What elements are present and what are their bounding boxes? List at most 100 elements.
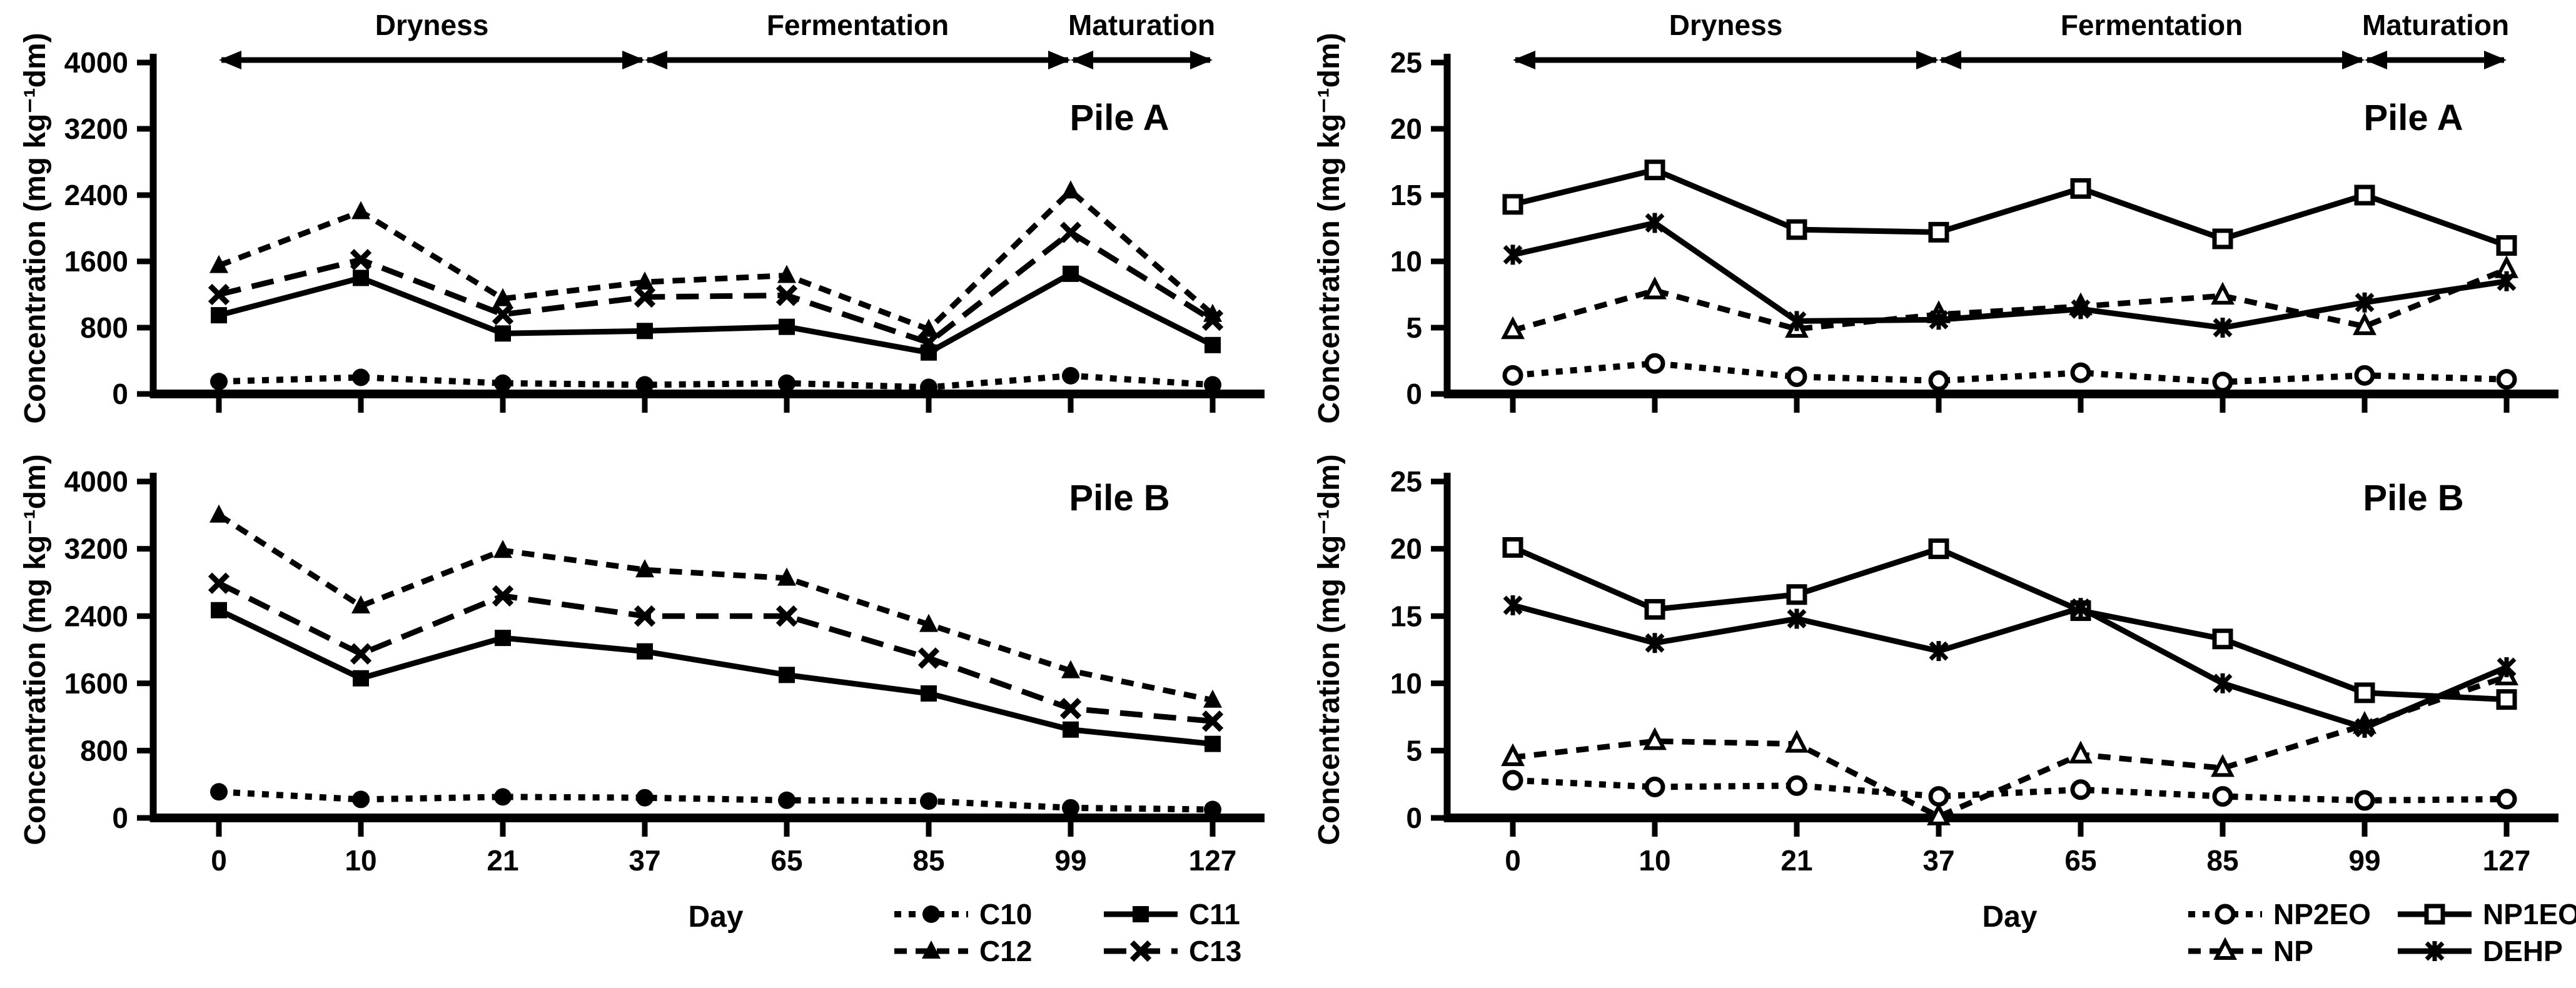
phase-arrowhead-icon bbox=[2342, 51, 2365, 69]
series-point-circle-filled bbox=[1204, 800, 1221, 819]
series-point-x bbox=[1059, 221, 1082, 243]
series-point-star bbox=[2497, 657, 2517, 677]
y-tick-label: 5 bbox=[1406, 311, 1422, 344]
series-point-square-filled bbox=[1063, 721, 1079, 738]
series-point-square-filled bbox=[495, 325, 511, 342]
series-point-triangle-filled bbox=[351, 201, 370, 219]
series-point-x bbox=[917, 647, 940, 669]
x-tick-label: 21 bbox=[1780, 844, 1812, 877]
series-point-x bbox=[208, 572, 230, 594]
phase-arrowhead-icon bbox=[1513, 51, 1535, 69]
series-point-star bbox=[1929, 310, 1949, 330]
series-point-circle-open bbox=[2354, 790, 2375, 811]
series-point-square-open bbox=[2070, 178, 2091, 199]
x-tick-label: 65 bbox=[2064, 844, 2096, 877]
series-point-star bbox=[2355, 717, 2375, 738]
x-tick-label: 99 bbox=[2348, 844, 2380, 877]
series-point-square-filled bbox=[211, 602, 227, 618]
series-point-circle-filled bbox=[636, 376, 654, 394]
series-point-star bbox=[1503, 244, 1523, 265]
series-point-square-filled bbox=[637, 643, 653, 660]
phase-arrowhead-icon bbox=[2365, 51, 2387, 69]
series-point-circle-filled bbox=[1062, 366, 1079, 385]
series-line-np1eo bbox=[1512, 545, 2507, 703]
y-tick-label: 800 bbox=[80, 311, 128, 344]
phase-dryness: Dryness bbox=[219, 9, 645, 69]
y-tick-label: 4000 bbox=[64, 465, 128, 498]
series-point-circle-filled bbox=[636, 789, 654, 807]
chart-surfactants-pile-b: 0 5 10 15 20 25 0 10 21 37 65 85 99 127 Pile B Concentr… bbox=[1313, 454, 2558, 877]
phase-maturation: Maturation bbox=[2362, 9, 2509, 69]
series-point-triangle-filled bbox=[493, 288, 512, 306]
surfactants-figure-footer: Day NP2EO NP1EO NP DEHP bbox=[1982, 898, 2576, 967]
series-point-triangle-filled bbox=[1061, 660, 1080, 678]
y-axis-title: Concentration (mg kg⁻¹dm) bbox=[19, 33, 52, 423]
series-line-c12 bbox=[217, 513, 1213, 703]
series-point-x bbox=[775, 605, 798, 627]
legend-item-c11: C11 bbox=[1104, 898, 1240, 930]
series-point-x bbox=[1129, 940, 1152, 962]
series-line-c11 bbox=[218, 607, 1213, 747]
series-point-square-filled bbox=[637, 323, 653, 340]
series-point-circle-open bbox=[2070, 362, 2091, 383]
y-tick-label: 0 bbox=[112, 802, 128, 834]
y-tick-label: 0 bbox=[1406, 378, 1422, 410]
legend-label: NP2EO bbox=[2273, 898, 2371, 930]
legend-item-dehp: DEHP bbox=[2398, 935, 2563, 967]
series-point-square-open bbox=[1644, 159, 1665, 181]
series-point-triangle-open bbox=[1643, 727, 1667, 750]
x-tick-label: 10 bbox=[1639, 844, 1670, 877]
phase-fermentation: Fermentation bbox=[1939, 9, 2365, 69]
y-tick-label: 20 bbox=[1390, 533, 1422, 565]
figure-surfactants: 0 5 10 15 20 25 Dryness Fermentation Maturation P… bbox=[1294, 0, 2576, 988]
series-point-star bbox=[2071, 299, 2091, 320]
phase-label: Fermentation bbox=[767, 9, 949, 41]
x-tick-label: 37 bbox=[629, 844, 660, 877]
x-tick-label: 37 bbox=[1922, 844, 1954, 877]
y-axis-title: Concentration (mg kg⁻¹dm) bbox=[1313, 454, 1346, 845]
x-tick-label: 127 bbox=[1189, 844, 1237, 877]
y-tick-label: 25 bbox=[1390, 465, 1422, 498]
series-point-triangle-filled bbox=[210, 255, 228, 273]
series-point-square-open bbox=[1928, 538, 1949, 560]
series-point-triangle-open bbox=[2069, 740, 2093, 764]
panel-title: Pile B bbox=[2363, 478, 2463, 518]
series-point-circle-filled bbox=[494, 788, 512, 806]
series-point-square-filled bbox=[353, 670, 369, 687]
series-point-square-filled bbox=[921, 685, 937, 702]
series-point-square-open bbox=[2496, 235, 2517, 256]
y-tick-label: 10 bbox=[1390, 667, 1422, 700]
series-point-circle-open bbox=[1644, 777, 1665, 798]
series-point-x bbox=[350, 249, 372, 271]
series-point-triangle-open bbox=[1785, 730, 1809, 753]
series-point-square-open bbox=[1502, 194, 1523, 215]
series-point-square-open bbox=[1644, 598, 1665, 620]
chart-alkanes-pile-a: 0 800 1600 2400 3200 4000 Dryness Fermentation M… bbox=[19, 9, 1265, 424]
series-point-circle-filled bbox=[922, 905, 940, 923]
series-point-circle-filled bbox=[1204, 376, 1221, 394]
series-point-triangle-open bbox=[1643, 276, 1667, 300]
legend-label: C13 bbox=[1189, 935, 1241, 967]
series-point-triangle-open bbox=[1927, 802, 1951, 825]
x-tick-label: 10 bbox=[345, 844, 376, 877]
series-point-square-filled bbox=[1205, 735, 1221, 752]
series-point-star bbox=[1929, 641, 1949, 662]
series-point-circle-filled bbox=[1062, 799, 1079, 817]
series-point-circle-open bbox=[2354, 365, 2375, 386]
phase-arrowhead-icon bbox=[645, 51, 667, 69]
series-point-triangle-open bbox=[1501, 743, 1525, 767]
series-point-star bbox=[1503, 595, 1523, 615]
series-point-x bbox=[208, 283, 230, 306]
series-line-dehp bbox=[1512, 602, 2508, 731]
series-point-circle-open bbox=[2496, 369, 2517, 390]
y-tick-label: 15 bbox=[1390, 600, 1422, 632]
series-line-c13 bbox=[218, 229, 1215, 346]
chart-alkanes-pile-b: 0 800 1600 2400 3200 4000 0 10 21 37 65 85 99 127 Pile… bbox=[19, 454, 1265, 877]
y-tick-label: 10 bbox=[1390, 245, 1422, 278]
series-point-triangle-open bbox=[2211, 281, 2235, 305]
series-point-square-open bbox=[2424, 904, 2445, 925]
series-point-square-filled bbox=[211, 307, 227, 324]
phase-arrowhead-icon bbox=[1916, 51, 1939, 69]
legend-label: DEHP bbox=[2483, 935, 2563, 967]
